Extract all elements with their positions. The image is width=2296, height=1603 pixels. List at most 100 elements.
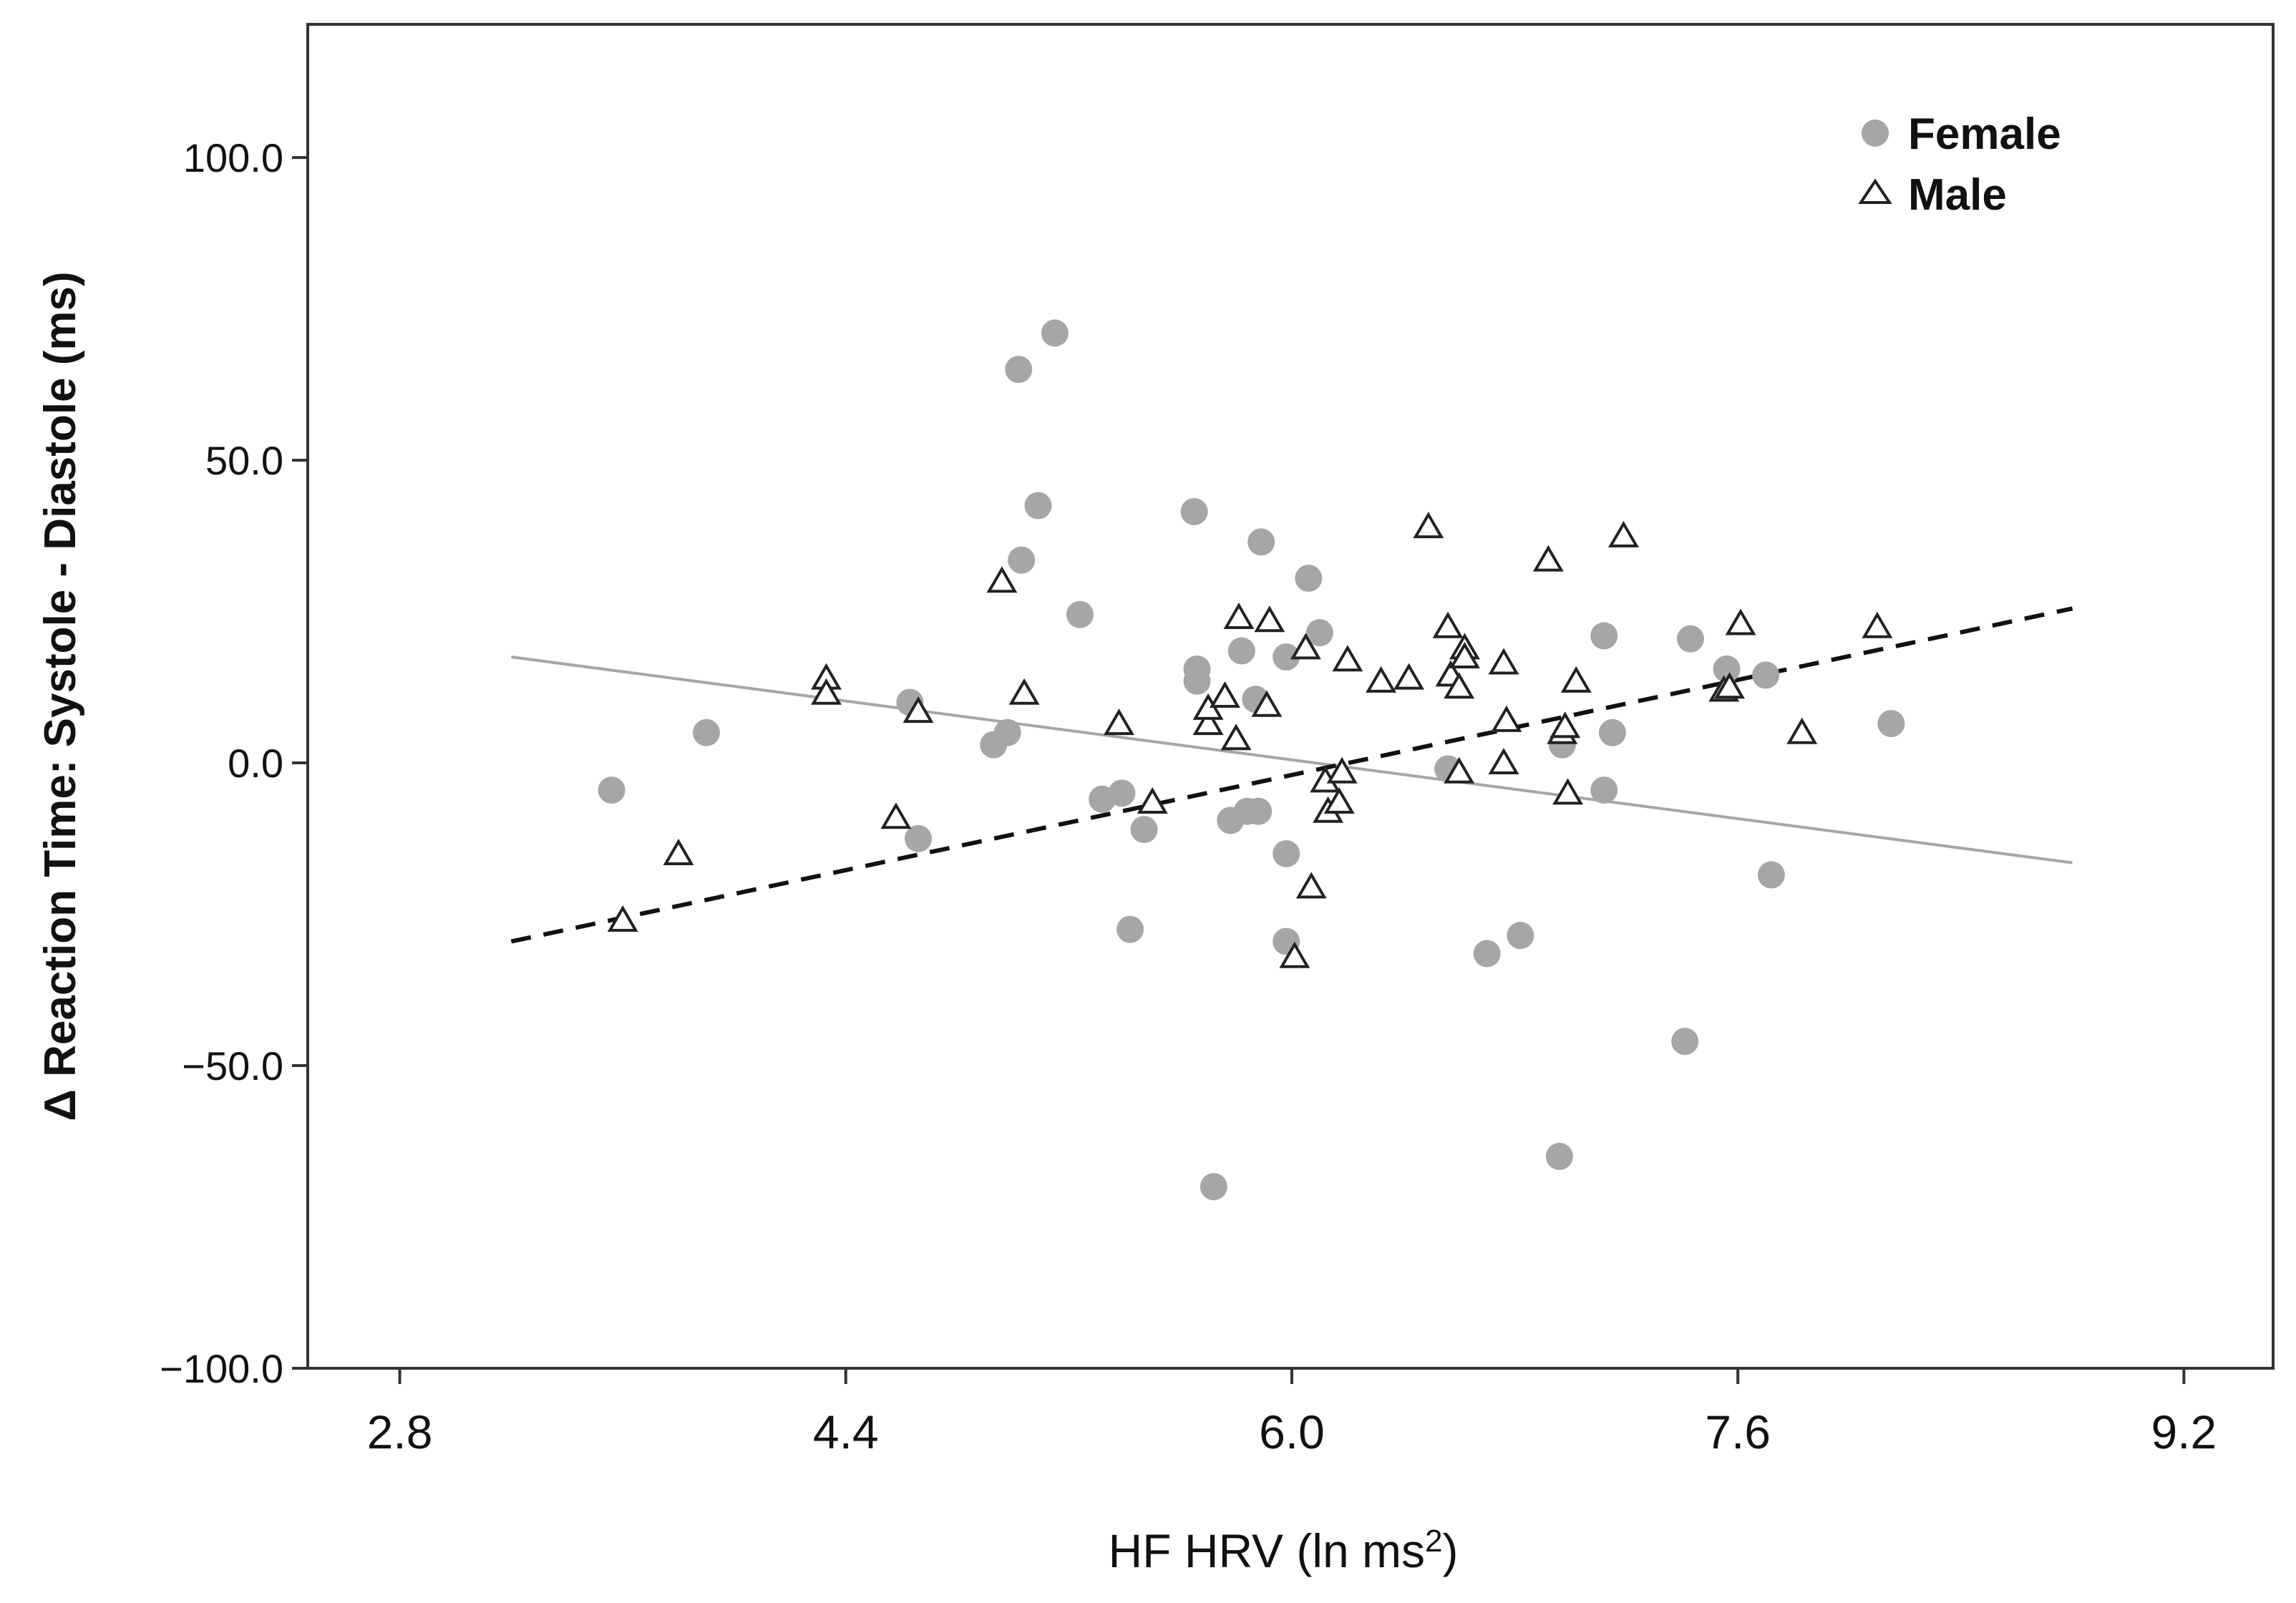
male-data-point: [986, 566, 1018, 593]
female-data-point: [692, 718, 720, 746]
male-data-point: [1251, 690, 1283, 717]
female-data-point: [1676, 625, 1704, 653]
male-data-point: [1220, 723, 1252, 751]
female-data-point: [905, 824, 933, 852]
female-data-point: [1752, 661, 1780, 689]
legend-male-label: Male: [1908, 170, 2007, 220]
female-data-point: [1227, 637, 1255, 665]
male-data-point: [880, 802, 912, 829]
female-data-point: [1008, 546, 1036, 574]
x-tick-label: 2.8: [367, 1405, 433, 1458]
x-tick-label: 6.0: [1259, 1405, 1325, 1458]
female-data-point: [1041, 319, 1069, 347]
male-points: [607, 512, 1893, 968]
y-axis-label: Δ Reaction Time: Systole - Diastole (ms): [36, 271, 85, 1121]
female-data-point: [1757, 861, 1785, 889]
female-data-point: [993, 718, 1021, 746]
female-data-point: [1180, 497, 1208, 525]
female-data-point: [1005, 356, 1033, 384]
plot-frame: [306, 23, 2275, 1370]
female-data-point: [1273, 643, 1300, 671]
female-data-point: [1183, 667, 1211, 695]
female-data-point: [1713, 655, 1741, 683]
female-data-point: [1671, 1028, 1699, 1056]
male-data-point: [1326, 756, 1358, 784]
regression-lines: [510, 606, 2073, 944]
male-data-point: [1786, 717, 1818, 744]
female-data-point: [1024, 492, 1052, 520]
female-data-point: [1245, 797, 1273, 825]
male-data-point: [1393, 663, 1425, 690]
y-tick-label: −50.0: [182, 1043, 283, 1088]
female-data-point: [1507, 922, 1534, 950]
male-data-point: [1137, 787, 1168, 814]
female-data-point: [1473, 940, 1501, 968]
female-data-point: [1130, 816, 1158, 844]
male-data-point: [1432, 611, 1464, 638]
female-regression-line: [511, 656, 2073, 864]
male-data-point: [1550, 711, 1581, 739]
male-data-point: [1713, 672, 1745, 699]
male-data-point: [1223, 603, 1255, 630]
male-data-point: [607, 905, 638, 932]
male-data-point: [1192, 708, 1224, 736]
male-data-point: [903, 696, 934, 723]
legend: Female Male: [1858, 109, 2061, 220]
female-data-point: [598, 776, 626, 804]
female-data-point: [1247, 528, 1275, 556]
female-data-point: [1877, 710, 1905, 738]
female-data-point: [1305, 619, 1333, 647]
male-data-point: [1366, 666, 1397, 693]
male-data-point: [1607, 520, 1639, 547]
male-data-point: [1290, 633, 1321, 660]
male-data-point: [1552, 778, 1584, 805]
y-tick-label: 100.0: [183, 135, 283, 180]
x-tick-label: 7.6: [1705, 1405, 1771, 1458]
male-data-point: [1323, 787, 1355, 814]
y-tick-label: 50.0: [205, 438, 283, 483]
female-data-point: [1200, 1173, 1227, 1201]
male-data-point: [1488, 648, 1519, 675]
male-data-point: [1725, 608, 1756, 635]
x-axis-label-suffix: ): [1442, 1524, 1458, 1577]
female-data-point: [1590, 622, 1618, 650]
female-data-point: [1108, 779, 1136, 807]
x-axis-label: HF HRV (ln ms2): [1109, 1524, 1459, 1577]
female-data-point: [1066, 600, 1094, 628]
x-tick-label: 4.4: [813, 1405, 879, 1458]
female-data-point: [1273, 839, 1300, 867]
female-data-point: [1590, 776, 1618, 804]
female-data-point: [1295, 565, 1323, 593]
male-data-point: [1103, 708, 1134, 736]
male-data-point: [811, 678, 842, 705]
male-data-point: [1862, 611, 1893, 638]
y-tick-label: 0.0: [228, 741, 283, 786]
male-data-point: [1008, 678, 1040, 705]
female-data-point: [1117, 915, 1144, 943]
male-data-point: [1413, 512, 1444, 539]
legend-female-marker-icon: [1862, 120, 1889, 147]
male-data-point: [1488, 748, 1519, 775]
y-axis-ticks: −100.0 −50.0 0.0 50.0 100.0: [160, 135, 308, 1391]
male-data-point: [1444, 672, 1475, 699]
male-data-point: [1560, 666, 1592, 693]
male-data-point: [1532, 545, 1564, 572]
legend-female-label: Female: [1908, 109, 2061, 159]
male-data-point: [1332, 645, 1363, 672]
x-axis-label-superscript: 2: [1425, 1524, 1442, 1559]
x-axis-ticks: 2.8 4.4 6.0 7.6 9.2: [367, 1368, 2217, 1458]
male-data-point: [1449, 642, 1480, 669]
male-data-point: [1444, 756, 1475, 784]
male-data-point: [1209, 681, 1240, 708]
male-data-point: [1295, 872, 1327, 899]
male-regression-line: [510, 606, 2073, 944]
legend-male-marker-icon: [1858, 178, 1892, 204]
female-data-point: [1598, 718, 1626, 746]
male-data-point: [1279, 941, 1310, 968]
y-tick-label: −100.0: [160, 1346, 283, 1391]
male-data-point: [1254, 605, 1285, 633]
female-data-point: [1545, 1142, 1573, 1170]
x-tick-label: 9.2: [2151, 1405, 2217, 1458]
male-data-point: [663, 838, 694, 865]
